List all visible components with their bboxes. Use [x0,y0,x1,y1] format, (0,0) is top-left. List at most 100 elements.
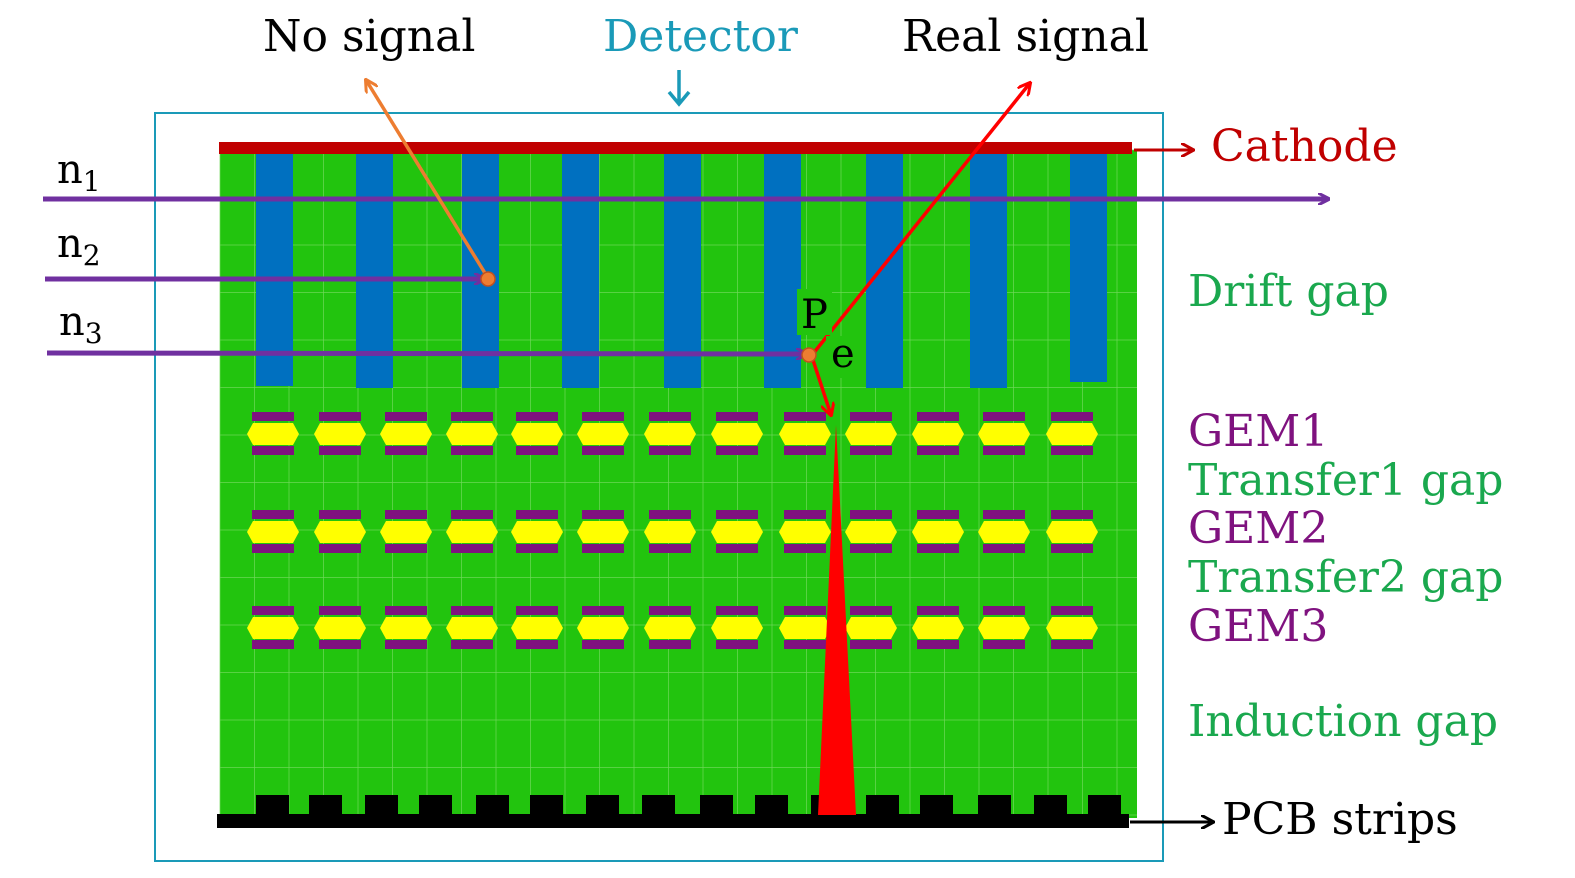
real-signal-track [810,83,1030,357]
gem-electrode-bottom [983,446,1025,455]
gem-electrode-top [582,510,624,519]
gem-hole [845,423,897,445]
gem-electrode-bottom [451,446,493,455]
gem-hole [711,521,763,543]
gem-hole [446,521,498,543]
drift-gap-label: Drift gap [1188,266,1389,317]
no-signal-track [366,80,490,279]
gem-electrode-top [850,510,892,519]
gem-hole [577,521,629,543]
converter-strip [866,152,903,388]
pcb-strip [1034,795,1067,817]
pcb-strip [309,795,342,817]
gem-electrode-bottom [850,446,892,455]
cathode-label: Cathode [1211,121,1398,172]
gem-electrode-bottom [252,544,294,553]
converter-strip [256,152,293,386]
gem-electrode-top [649,510,691,519]
real-signal-label: Real signal [902,11,1149,62]
gem-hole [845,617,897,639]
gem-electrode-bottom [716,446,758,455]
gem-hole [247,521,299,543]
neutron-track-3 [46,353,806,354]
gem-hole [314,521,366,543]
gem-electrode-bottom [582,446,624,455]
gem-electrode-top [649,606,691,615]
gem-electrode-bottom [385,640,427,649]
gem-electrode-bottom [516,640,558,649]
gem-electrode-top [784,606,826,615]
gem-electrode-bottom [252,640,294,649]
gem-hole [511,423,563,445]
gem-hole [1046,521,1098,543]
gem-hole [577,423,629,445]
avalanche-spike [818,425,856,815]
gem-electrode-top [451,510,493,519]
pcb-strip [419,795,452,817]
gem-electrode-bottom [716,544,758,553]
gem-hole [779,423,831,445]
gem-hole [711,617,763,639]
gem-electrode-top [716,606,758,615]
pcb-strip [586,795,619,817]
gem-electrode-top [385,606,427,615]
gem2-label: GEM2 [1188,503,1328,554]
gem-hole [644,423,696,445]
gem-hole [446,423,498,445]
gem-hole [779,617,831,639]
transfer1-gap-label: Transfer1 gap [1188,455,1503,506]
converter-strip [462,152,499,388]
gem-electrode-bottom [1051,544,1093,553]
converter-strip [562,152,599,388]
gem-hole [845,521,897,543]
gem-electrode-bottom [784,446,826,455]
gem-electrode-top [319,412,361,421]
converter-strip [1070,152,1107,382]
neutron-label-3: n3 [59,299,103,350]
gem-hole [511,521,563,543]
gem-hole [247,423,299,445]
gem-hole [644,521,696,543]
gem-electrode-bottom [983,544,1025,553]
gem-hole [711,423,763,445]
gem-electrode-bottom [917,544,959,553]
gem-electrode-bottom [319,544,361,553]
gem-electrode-top [1051,510,1093,519]
gem-electrode-top [252,510,294,519]
gem-hole [1046,617,1098,639]
neutron-label-1: n1 [57,147,101,198]
gem3-label: GEM3 [1188,601,1328,652]
cathode-plate [219,142,1132,154]
gem-electrode-top [1051,606,1093,615]
gem-electrode-bottom [850,544,892,553]
gem-hole [978,617,1030,639]
pcb-strip [642,795,675,817]
gem-hole [380,617,432,639]
pcb-strip [1088,795,1121,817]
neutron-label-2: n2 [57,221,101,272]
no-signal-label: No signal [263,11,475,62]
p-label-bg [797,289,832,335]
gem-electrode-top [516,606,558,615]
gem-electrode-top [850,606,892,615]
gem-electrode-top [1051,412,1093,421]
dot-icon [801,347,817,363]
gem-electrode-top [917,412,959,421]
electron-track [810,356,831,415]
gem-electrode-top [917,606,959,615]
pcb-base [217,814,1129,828]
converter-strip [970,152,1007,388]
gem-electrode-bottom [850,640,892,649]
pcb-strip [530,795,563,817]
gem-hole [446,617,498,639]
gem-electrode-bottom [451,640,493,649]
converter-strip [764,152,801,388]
gem-hole [577,617,629,639]
gem-hole [380,423,432,445]
gem-electrode-top [385,510,427,519]
detector-frame [154,112,1164,862]
gem-electrode-top [983,412,1025,421]
gem-electrode-top [451,412,493,421]
gem-hole [912,423,964,445]
gem-electrode-bottom [649,640,691,649]
